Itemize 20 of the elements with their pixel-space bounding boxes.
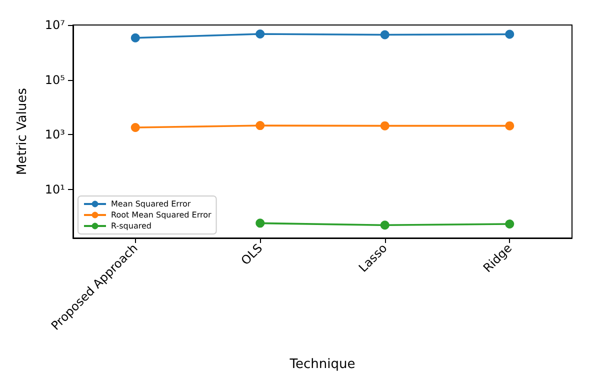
point	[505, 220, 514, 229]
y-tick-label: 10³	[44, 128, 66, 142]
legend-label: R-squared	[111, 222, 152, 230]
y-tick-label: 10¹	[44, 182, 66, 196]
point	[380, 220, 390, 230]
legend-label: Mean Squared Error	[111, 200, 192, 208]
point	[380, 30, 390, 40]
y-tick-label: 10⁵	[44, 72, 66, 87]
legend-label: Root Mean Squared Error	[111, 210, 212, 220]
point	[130, 123, 140, 132]
point	[256, 121, 265, 130]
y-axis-title: Metric Values	[15, 88, 30, 176]
y-tick-label: 10⁷	[44, 18, 66, 32]
point	[256, 29, 265, 38]
point	[380, 121, 390, 130]
point	[505, 121, 514, 130]
point	[130, 33, 140, 42]
x-axis-title: Technique	[288, 357, 356, 372]
point	[256, 218, 265, 228]
point	[505, 30, 514, 39]
